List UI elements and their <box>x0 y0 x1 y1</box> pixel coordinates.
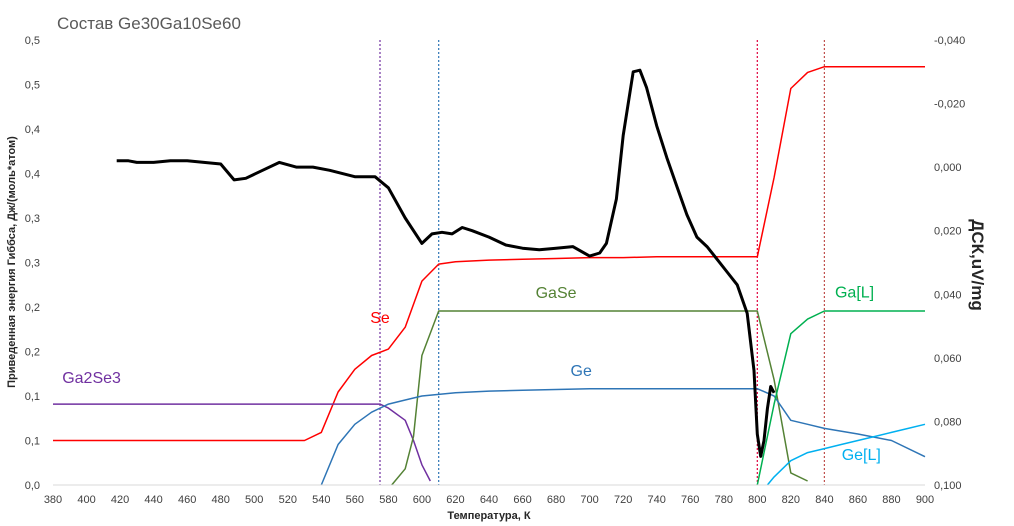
y-tick-label: 0,3 <box>25 213 40 225</box>
x-tick-label: 420 <box>111 494 129 506</box>
x-tick-labels: 380 400 420 440 460 480 500 520 540 560 580 600 620 6… <box>44 494 934 506</box>
y-tick-label: 0,5 <box>25 35 40 47</box>
y2-tick-label: -0,040 <box>934 35 965 47</box>
x-tick-label: 520 <box>279 494 297 506</box>
series-label: Ga[L] <box>835 284 874 301</box>
y-tick-label: 0,4 <box>25 124 40 136</box>
x-tick-label: 800 <box>748 494 766 506</box>
series-label: Ga2Se3 <box>62 370 121 387</box>
x-tick-label: 620 <box>446 494 464 506</box>
y2-tick-label: 0,000 <box>934 162 962 174</box>
y2-tick-label: 0,060 <box>934 353 962 365</box>
series-label: Se <box>370 310 390 327</box>
y-tick-label: 0,2 <box>25 347 40 359</box>
x-tick-label: 720 <box>614 494 632 506</box>
y2-tick-labels: -0,040 -0,020 0,000 0,020 0,040 0,060 0,080 0,1… <box>934 35 965 492</box>
series-line-se <box>53 65 925 442</box>
y2-tick-label: 0,040 <box>934 289 962 301</box>
x-tick-label: 500 <box>245 494 263 506</box>
y-tick-label: 0,2 <box>25 302 40 314</box>
x-axis-label: Температура, К <box>447 510 530 522</box>
series-label: GaSe <box>536 285 577 302</box>
y2-tick-label: 0,020 <box>934 226 962 238</box>
x-tick-label: 540 <box>312 494 330 506</box>
x-tick-label: 860 <box>849 494 867 506</box>
series-line-ge <box>320 387 926 486</box>
series-line-dsc <box>116 68 776 458</box>
chart-title: Состав Ge30Ga10Se60 <box>57 14 241 33</box>
y-axis-label: Приведенная энергия Гиббса, Дж/(моль*ато… <box>6 136 18 388</box>
x-tick-label: 660 <box>513 494 531 506</box>
x-tick-label: 840 <box>815 494 833 506</box>
y-tick-label: 0,3 <box>25 258 40 270</box>
series-label: Ge[L] <box>842 447 881 464</box>
x-tick-label: 680 <box>547 494 565 506</box>
x-tick-label: 580 <box>379 494 397 506</box>
series-line-ge-l <box>766 423 926 486</box>
series-label: Ge <box>571 363 592 380</box>
y-tick-label: 0,1 <box>25 436 40 448</box>
y-tick-label: 0,5 <box>25 80 40 92</box>
x-tick-label: 820 <box>782 494 800 506</box>
x-tick-label: 740 <box>648 494 666 506</box>
series-line-ga-l <box>756 310 925 486</box>
y-tick-label: 0,1 <box>25 391 40 403</box>
series-group <box>53 65 926 486</box>
series-line-gase <box>391 310 808 486</box>
y2-tick-label: -0,020 <box>934 99 965 111</box>
y2-axis-label: ДСК,uV/mg <box>968 219 987 310</box>
y-tick-label: 0,0 <box>25 480 40 492</box>
x-tick-label: 880 <box>882 494 900 506</box>
y2-tick-label: 0,100 <box>934 480 962 492</box>
x-tick-label: 700 <box>580 494 598 506</box>
x-tick-label: 460 <box>178 494 196 506</box>
x-tick-label: 560 <box>346 494 364 506</box>
x-tick-label: 440 <box>144 494 162 506</box>
y2-tick-label: 0,080 <box>934 416 962 428</box>
x-tick-label: 760 <box>681 494 699 506</box>
y-tick-label: 0,4 <box>25 169 40 181</box>
series-labels: Se Ga2Se3 GaSe Ge Ga[L] Ge[L] <box>62 284 881 464</box>
x-tick-label: 400 <box>77 494 95 506</box>
x-tick-label: 900 <box>916 494 934 506</box>
x-tick-label: 480 <box>212 494 230 506</box>
series-line-ga2se3 <box>53 403 431 482</box>
x-tick-label: 380 <box>44 494 62 506</box>
x-tick-label: 640 <box>480 494 498 506</box>
y-tick-labels: 0,0 0,1 0,1 0,2 0,2 0,3 0,3 0,4 0,4 0,5 0,5 <box>25 35 40 492</box>
x-tick-label: 600 <box>413 494 431 506</box>
x-tick-label: 780 <box>715 494 733 506</box>
